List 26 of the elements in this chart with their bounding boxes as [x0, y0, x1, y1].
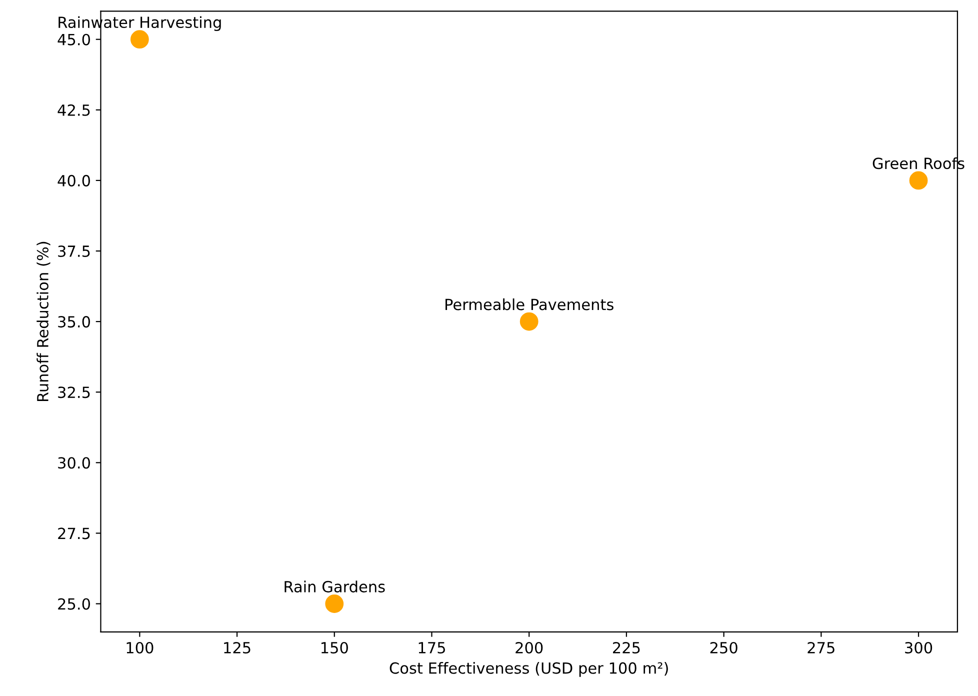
y-tick-label: 27.5: [58, 528, 90, 540]
x-tick-label: 175: [418, 642, 445, 654]
point: [520, 312, 538, 331]
annotation: Permeable Pavements: [446, 298, 614, 310]
y-axis-title: Runoff Reduction (%): [36, 242, 50, 402]
x-tick-label: 275: [808, 642, 834, 654]
y-tick-label: 45.0: [58, 34, 90, 46]
y-tick-label: 30.0: [58, 457, 90, 469]
x-tick-label: 200: [516, 642, 543, 654]
x-tick-label: 300: [905, 642, 932, 654]
y-tick-label: 25.0: [58, 598, 90, 610]
point: [909, 171, 928, 190]
y-tick-label: 42.5: [58, 104, 90, 116]
x-tick-label: 125: [224, 642, 250, 654]
x-axis-title: Cost Effectiveness (USD per 100 m²): [390, 662, 668, 677]
x-tick-label: 100: [126, 642, 154, 654]
point: [325, 594, 344, 613]
annotation: Rain Gardens: [284, 580, 385, 592]
y-tick-label: 40.0: [58, 174, 90, 186]
y-tick-label: 35.0: [58, 316, 90, 328]
y-tick-label: 37.5: [58, 245, 90, 258]
y-tick-label: 32.5: [58, 386, 90, 398]
x-tick-label: 250: [710, 642, 738, 654]
point: [130, 30, 149, 49]
x-tick-label: 225: [612, 642, 640, 654]
x-tick-label: 150: [321, 642, 348, 654]
